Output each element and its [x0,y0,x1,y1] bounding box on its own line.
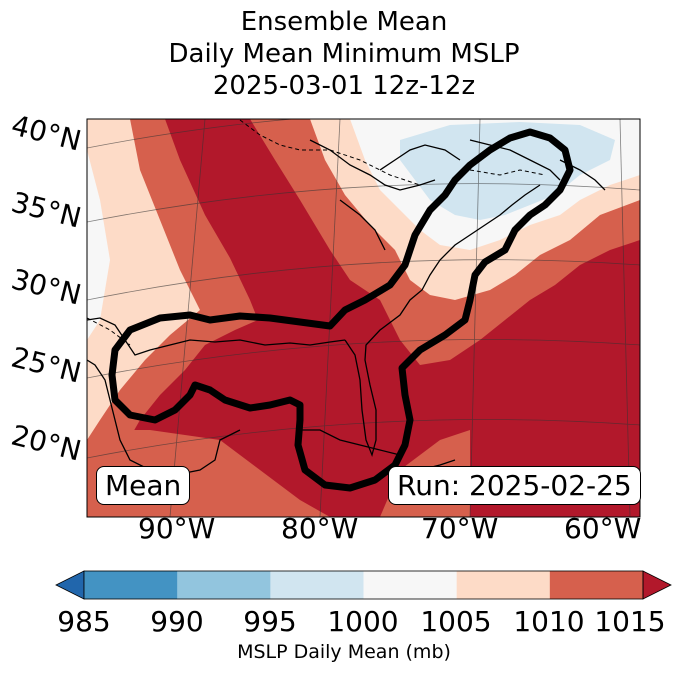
title-line-1: Ensemble Mean [240,7,448,37]
cb-tick-1000: 1000 [327,605,399,638]
pressure-field-995-1000-west [87,150,110,340]
cb-tick-1015: 1015 [594,605,666,638]
title-line-3: 2025-03-01 12z-12z [212,71,476,101]
colorbar-segment-4 [456,571,551,599]
lon-label-70: 70°W [421,512,499,545]
cb-tick-985: 985 [57,605,111,638]
colorbar-segment-0 [84,571,178,599]
colorbar [55,570,672,600]
colorbar-segment-3 [363,571,458,599]
colorbar-segment-1 [177,571,271,599]
colorbar-segment-2 [270,571,364,599]
threshold-contour-outline [108,128,574,492]
coastlines [87,139,606,481]
mean-label-box: Mean [96,466,191,505]
colorbar-extend-low [55,570,85,600]
lon-label-60: 60°W [564,512,642,545]
map-frame [86,118,641,518]
cb-tick-1010: 1010 [513,605,585,638]
run-label-box: Run: 2025-02-25 [388,466,641,505]
title-line-2: Daily Mean Minimum MSLP [168,39,520,69]
lon-label-90: 90°W [138,512,216,545]
cb-tick-1005: 1005 [420,605,492,638]
colorbar-extend-high [642,570,672,600]
colorbar-label: MSLP Daily Mean (mb) [237,641,451,663]
cb-tick-990: 990 [150,605,204,638]
graticule [87,119,640,517]
colorbar-segment-5 [549,571,644,599]
cb-tick-995: 995 [243,605,297,638]
colorbar-frame [83,570,644,600]
lon-label-80: 80°W [281,512,359,545]
